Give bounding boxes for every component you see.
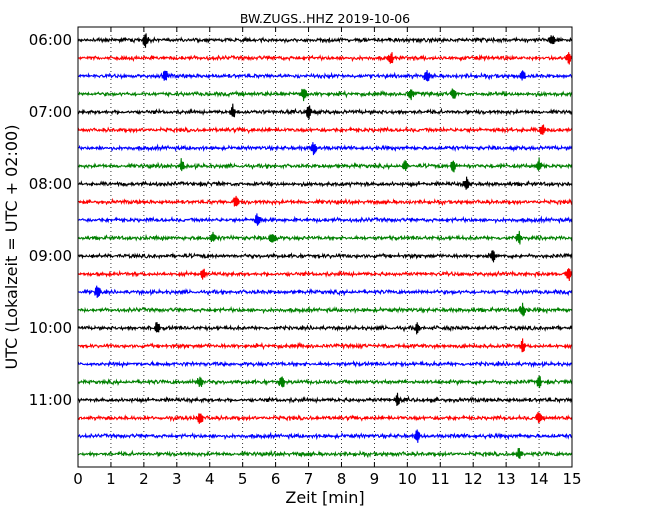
trace-0700 [77, 103, 573, 120]
trace-0830 [77, 213, 573, 226]
axis-ticks: 0 1 2 3 4 5 6 7 8 9 10 11 12 13 14 1506:0007:0008:0009:… [29, 27, 582, 488]
trace-0600 [77, 33, 573, 48]
trace-series [77, 33, 573, 459]
trace-1100 [77, 392, 573, 407]
x-tick-label: 15 [562, 470, 581, 488]
x-tick-label: 2 [139, 470, 149, 488]
trace-1145 [77, 447, 573, 459]
y-tick-label: 09:00 [29, 247, 72, 265]
x-tick-label: 11 [431, 470, 450, 488]
trace-0815 [77, 195, 573, 207]
y-tick-label: 06:00 [29, 31, 72, 49]
trace-0615 [77, 52, 573, 65]
x-tick-label: 7 [304, 470, 314, 488]
trace-1030 [77, 359, 573, 369]
y-tick-label: 11:00 [29, 391, 72, 409]
trace-0645 [78, 88, 573, 102]
y-axis-label: UTC (Lokalzeit = UTC + 02:00) [2, 125, 21, 370]
x-tick-label: 13 [497, 470, 516, 488]
trace-0800 [77, 176, 573, 190]
trace-1000 [77, 322, 573, 335]
x-tick-label: 8 [337, 470, 347, 488]
trace-0945 [77, 302, 573, 317]
trace-0915 [77, 268, 573, 282]
x-tick-label: 4 [205, 470, 215, 488]
x-tick-label: 0 [73, 470, 83, 488]
trace-0630 [77, 70, 573, 82]
trace-0930 [77, 285, 573, 298]
trace-0900 [77, 250, 573, 263]
y-tick-label: 08:00 [29, 175, 72, 193]
x-tick-label: 9 [370, 470, 380, 488]
x-tick-label: 5 [238, 470, 248, 488]
x-axis-label: Zeit [min] [285, 488, 364, 507]
trace-1115 [77, 412, 573, 424]
x-tick-label: 12 [464, 470, 483, 488]
trace-0730 [77, 142, 573, 156]
trace-0845 [78, 230, 573, 245]
x-tick-label: 14 [530, 470, 549, 488]
trace-0715 [77, 124, 573, 135]
x-tick-label: 10 [398, 470, 417, 488]
plot-frame [77, 26, 573, 468]
y-tick-label: 10:00 [29, 319, 72, 337]
trace-1130 [77, 429, 573, 443]
x-tick-label: 1 [106, 470, 116, 488]
trace-0745 [77, 157, 573, 173]
chart-title: BW.ZUGS..HHZ 2019-10-06 [240, 11, 410, 26]
trace-1015 [77, 338, 573, 353]
x-tick-label: 3 [172, 470, 182, 488]
x-tick-label: 6 [271, 470, 281, 488]
grid-lines [110, 27, 540, 467]
trace-1045 [78, 375, 573, 389]
y-tick-label: 07:00 [29, 103, 72, 121]
